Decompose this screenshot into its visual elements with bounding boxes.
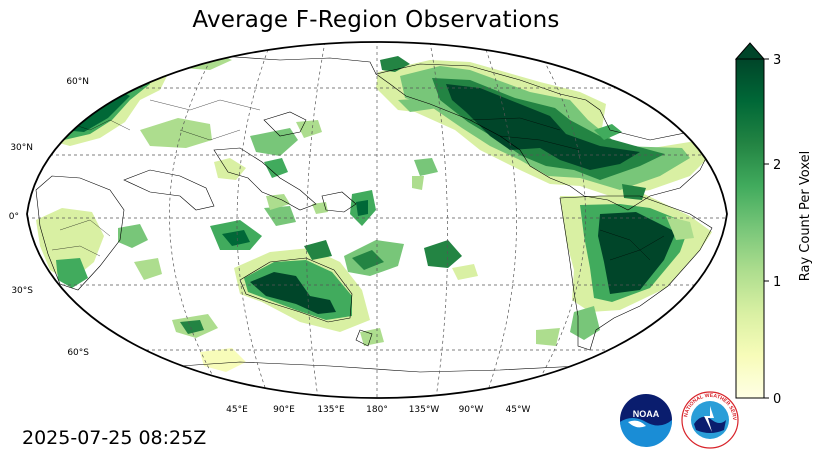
colorbar-tick-3: 3 (773, 53, 781, 68)
lat-label-30n: 30°N (10, 143, 33, 153)
longitude-labels: 45°E 90°E 135°E 180° 135°W 90°W 45°W (226, 405, 530, 415)
noaa-logo: NOAA (620, 394, 673, 448)
colorbar-tick-1: 1 (773, 275, 781, 290)
map-panel: 60°N 30°N 0° 30°S 60°S 45°E 90°E 135°E 1… (9, 41, 728, 415)
lat-label-60n: 60°N (66, 77, 89, 87)
colorbar-label: Ray Count Per Voxel (798, 151, 813, 281)
lat-label-30s: 30°S (11, 286, 33, 296)
latitude-labels: 60°N 30°N 0° 30°S 60°S (9, 77, 90, 358)
lon-label-45w: 45°W (506, 405, 531, 415)
world-map: 60°N 30°N 0° 30°S 60°S 45°E 90°E 135°E 1… (9, 41, 728, 415)
colorbar: 0 1 2 3 Ray Count Per Voxel (726, 36, 820, 408)
lon-label-45e: 45°E (226, 405, 248, 415)
map-title: Average F-Region Observations (192, 7, 560, 33)
lon-label-180: 180° (366, 405, 388, 415)
colorbar-gradient (735, 58, 765, 399)
map-boundary (26, 41, 728, 399)
noaa-logo-text: NOAA (633, 409, 660, 419)
colorbar-extend-arrow (734, 42, 766, 60)
observation-density-layer (36, 52, 712, 372)
colorbar-tick-2: 2 (773, 158, 781, 173)
lat-label-0: 0° (9, 212, 19, 222)
lon-label-135e: 135°E (317, 405, 345, 415)
lat-label-60s: 60°S (67, 348, 89, 358)
timestamp: 2025-07-25 08:25Z (22, 427, 207, 449)
colorbar-tick-0: 0 (773, 392, 781, 407)
lon-label-135w: 135°W (409, 405, 440, 415)
lon-label-90w: 90°W (459, 405, 484, 415)
nws-logo: NATIONAL WEATHER SERVICE (680, 390, 739, 449)
lon-label-90e: 90°E (273, 405, 295, 415)
